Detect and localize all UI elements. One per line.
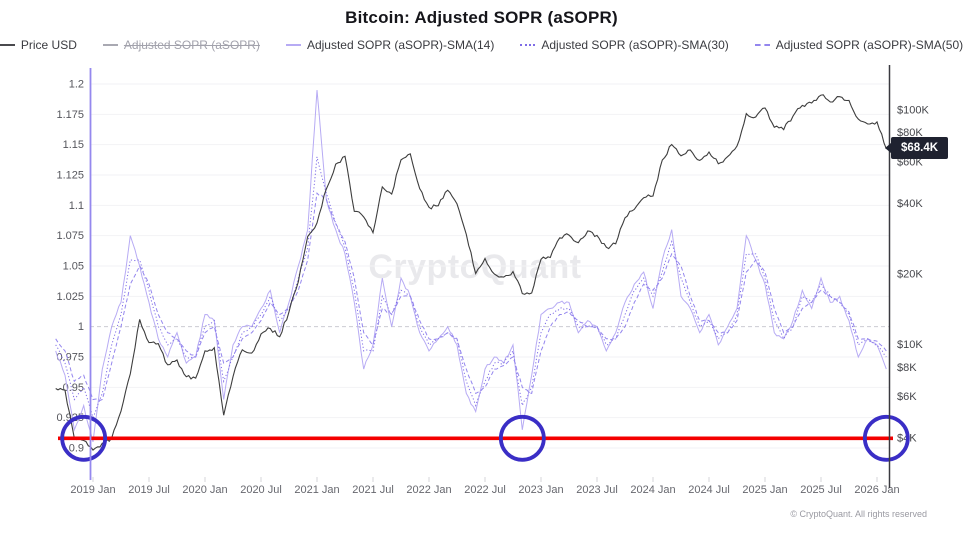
sma30-line-marker-icon — [520, 44, 536, 46]
annotation-circle — [60, 414, 108, 462]
copyright-text: © CryptoQuant. All rights reserved — [790, 509, 927, 519]
svg-text:1.15: 1.15 — [63, 139, 84, 151]
svg-text:2019 Jan: 2019 Jan — [70, 484, 115, 496]
svg-text:2021 Jan: 2021 Jan — [294, 484, 339, 496]
svg-text:1.175: 1.175 — [56, 109, 84, 121]
svg-text:1.05: 1.05 — [63, 261, 84, 273]
legend-item-label: Price USD — [20, 38, 77, 52]
series-solid-left — [55, 90, 887, 443]
legend-item-price-usd[interactable]: Price USD — [0, 38, 77, 52]
legend-item-asopr-sma50[interactable]: Adjusted SOPR (aSOPR)-SMA(50) — [754, 38, 963, 52]
svg-text:$20K: $20K — [897, 268, 923, 280]
x-axis-labels: 2019 Jan 2019 Jul 2020 Jan 2020 Jul 2021 Jan… — [70, 477, 900, 496]
svg-text:2022 Jan: 2022 Jan — [406, 484, 451, 496]
legend-item-label: Adjusted SOPR (aSOPR) — [123, 38, 260, 52]
right-axis-labels: $100K$80K$60K$40K$20K$10K$8K$6K$4K — [897, 105, 929, 445]
series-solid-right — [55, 94, 887, 451]
asopr-line-marker-icon — [102, 44, 118, 46]
svg-text:1.2: 1.2 — [69, 79, 84, 91]
svg-text:$8K: $8K — [897, 362, 917, 374]
gridlines: 1.21.1751.151.1251.11.0751.051.02510.975… — [56, 79, 890, 455]
chart-legend: Price USD Adjusted SOPR (aSOPR) Adjusted… — [0, 38, 963, 52]
svg-text:1: 1 — [78, 321, 84, 333]
legend-item-label: Adjusted SOPR (aSOPR)-SMA(30) — [541, 38, 729, 52]
svg-text:2024 Jul: 2024 Jul — [688, 484, 730, 496]
svg-text:1.075: 1.075 — [56, 230, 84, 242]
svg-text:$6K: $6K — [897, 391, 917, 403]
series-dashed-left — [55, 192, 887, 401]
svg-text:2024 Jan: 2024 Jan — [630, 484, 675, 496]
page-title: Bitcoin: Adjusted SOPR (aSOPR) — [345, 8, 618, 27]
svg-text:2021 Jul: 2021 Jul — [352, 484, 394, 496]
svg-text:2022 Jul: 2022 Jul — [464, 484, 506, 496]
legend-item-asopr-sma14[interactable]: Adjusted SOPR (aSOPR)-SMA(14) — [285, 38, 495, 52]
svg-text:0.9: 0.9 — [69, 443, 84, 455]
svg-text:$40K: $40K — [897, 198, 923, 210]
svg-text:2019 Jul: 2019 Jul — [128, 484, 170, 496]
svg-text:2026 Jan: 2026 Jan — [854, 484, 899, 496]
last-price-badge: $68.4K — [891, 137, 948, 159]
svg-text:2025 Jan: 2025 Jan — [742, 484, 787, 496]
svg-text:2020 Jan: 2020 Jan — [182, 484, 227, 496]
svg-text:$10K: $10K — [897, 339, 923, 351]
legend-item-label: Adjusted SOPR (aSOPR)-SMA(50) — [775, 38, 963, 52]
series-dotted-left — [55, 156, 887, 420]
sma50-line-marker-icon — [754, 44, 770, 46]
svg-text:2025 Jul: 2025 Jul — [800, 484, 842, 496]
svg-text:2023 Jan: 2023 Jan — [518, 484, 563, 496]
price-line-marker-icon — [0, 44, 15, 46]
legend-item-asopr-sma30[interactable]: Adjusted SOPR (aSOPR)-SMA(30) — [520, 38, 729, 52]
svg-text:2020 Jul: 2020 Jul — [240, 484, 282, 496]
legend-item-asopr[interactable]: Adjusted SOPR (aSOPR) — [102, 38, 260, 52]
sma14-line-marker-icon — [285, 44, 301, 46]
svg-text:1.025: 1.025 — [56, 291, 84, 303]
annotation-circle — [862, 414, 910, 462]
svg-text:$60K: $60K — [897, 157, 923, 169]
svg-text:1.125: 1.125 — [56, 170, 84, 182]
svg-text:1.1: 1.1 — [69, 200, 84, 212]
svg-text:$100K: $100K — [897, 105, 929, 117]
legend-item-label: Adjusted SOPR (aSOPR)-SMA(14) — [306, 38, 495, 52]
data-series — [55, 90, 887, 451]
annotation-circle — [498, 414, 546, 462]
svg-text:2023 Jul: 2023 Jul — [576, 484, 618, 496]
